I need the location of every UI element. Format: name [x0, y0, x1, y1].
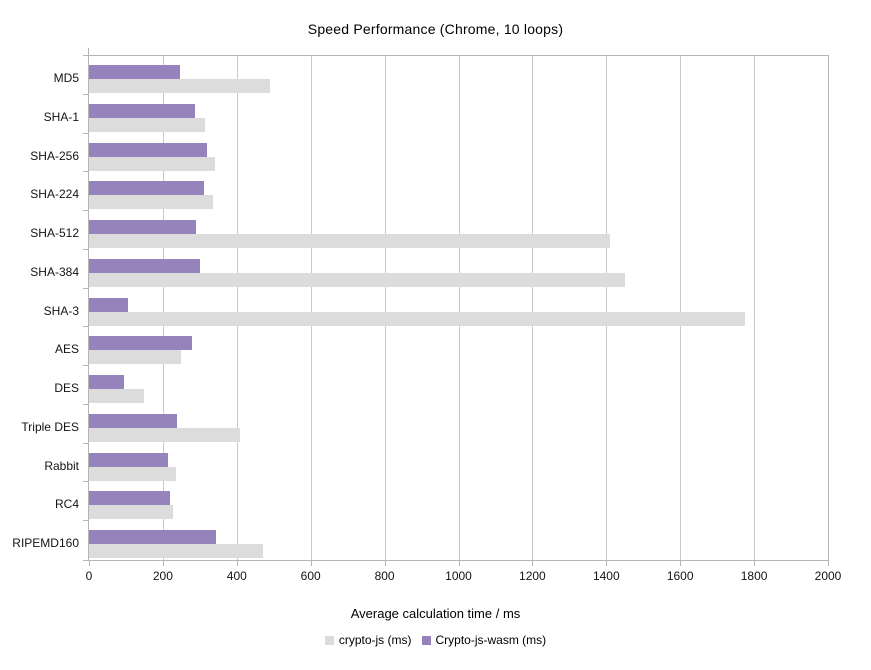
x-axis-tick [606, 561, 608, 566]
category-label: SHA-384 [30, 264, 79, 279]
bar-ripemd160-wasm [89, 530, 217, 545]
bar-sha-224-cryptojs [89, 195, 213, 210]
x-axis-title: Average calculation time / ms [350, 606, 521, 621]
bar-des-wasm [89, 375, 124, 390]
category-label: SHA-256 [30, 148, 79, 163]
x-axis-tick [89, 561, 90, 566]
bar-md5-cryptojs [89, 79, 271, 93]
legend-label: crypto-js (ms) [338, 633, 412, 647]
gridline [236, 56, 238, 560]
gridline [458, 56, 460, 560]
bar-rc4-cryptojs [89, 505, 174, 520]
x-tick-label: 1800 [740, 569, 768, 583]
x-tick-label: 1400 [592, 569, 620, 583]
bar-rabbit-wasm [89, 452, 168, 467]
category-label: RC4 [54, 497, 79, 512]
bar-rabbit-cryptojs [89, 466, 176, 481]
y-axis-tick [83, 365, 88, 366]
x-tick-label: 2000 [814, 569, 842, 583]
x-tick-label: 200 [152, 569, 173, 583]
bar-sha-384-wasm [89, 258, 200, 273]
category-label: SHA-3 [43, 303, 79, 318]
bar-sha-3-cryptojs [89, 311, 745, 326]
legend-item: Crypto-js-wasm (ms) [421, 633, 547, 647]
x-tick-label: 0 [85, 569, 93, 583]
bar-sha-3-wasm [89, 297, 129, 312]
y-axis-tick [83, 520, 88, 521]
x-tick-label: 800 [374, 569, 395, 583]
bar-triple-des-cryptojs [89, 427, 240, 442]
x-axis-tick [384, 561, 386, 566]
bar-sha-1-wasm [89, 103, 195, 118]
y-axis-tick [83, 443, 88, 444]
chart-title: Speed Performance (Chrome, 10 loops) [307, 21, 564, 37]
gridline [162, 56, 164, 560]
gridline [532, 56, 534, 560]
category-label: RIPEMD160 [12, 536, 79, 551]
bar-ripemd160-cryptojs [89, 544, 263, 559]
gridline [754, 56, 756, 560]
y-axis-tick [83, 133, 88, 134]
bar-md5-wasm [89, 65, 180, 79]
x-axis-tick [236, 561, 238, 566]
gridline [680, 56, 682, 560]
y-axis-tick [83, 404, 88, 405]
y-axis-tick [83, 560, 88, 561]
bar-aes-cryptojs [89, 350, 182, 365]
bar-sha-512-wasm [89, 220, 196, 235]
category-label: SHA-512 [30, 226, 79, 241]
bar-triple-des-wasm [89, 413, 177, 428]
category-label: AES [54, 342, 79, 357]
bar-aes-wasm [89, 336, 193, 351]
legend-swatch [421, 635, 431, 645]
bar-rc4-wasm [89, 491, 170, 506]
x-axis-tick [828, 561, 829, 566]
y-axis-tick [83, 94, 88, 95]
x-axis-tick [310, 561, 312, 566]
legend-swatch [324, 635, 334, 645]
bar-sha-224-wasm [89, 181, 204, 196]
legend-item: crypto-js (ms) [324, 633, 412, 647]
category-label: Rabbit [44, 458, 79, 473]
y-axis-top-tick [88, 48, 89, 55]
y-axis-tick [83, 210, 88, 211]
bar-sha-256-cryptojs [89, 156, 215, 171]
bar-sha-512-cryptojs [89, 234, 610, 249]
gridline [384, 56, 386, 560]
legend: crypto-js (ms) Crypto-js-wasm (ms) [0, 633, 871, 647]
y-axis-tick [83, 55, 88, 56]
y-axis-tick [83, 481, 88, 482]
x-tick-label: 1600 [666, 569, 694, 583]
y-axis-tick [83, 249, 88, 250]
x-axis-tick [162, 561, 164, 566]
x-axis-tick [458, 561, 460, 566]
x-axis-tick [532, 561, 534, 566]
legend-label: Crypto-js-wasm (ms) [435, 633, 547, 647]
bar-sha-1-cryptojs [89, 117, 206, 132]
x-axis-tick [680, 561, 682, 566]
category-label: MD5 [53, 71, 79, 85]
x-tick-label: 600 [300, 569, 321, 583]
y-axis-tick [83, 288, 88, 289]
x-axis-tick [754, 561, 756, 566]
plot-area [88, 55, 829, 561]
bar-des-cryptojs [89, 389, 145, 404]
gridline [606, 56, 608, 560]
x-tick-label: 1200 [519, 569, 546, 583]
category-label: DES [54, 381, 79, 396]
x-tick-label: 400 [226, 569, 247, 583]
bar-sha-256-wasm [89, 142, 207, 157]
category-label: Triple DES [21, 419, 79, 434]
y-axis-tick [83, 326, 88, 327]
x-tick-label: 1000 [445, 569, 472, 583]
bar-sha-384-cryptojs [89, 272, 625, 287]
category-label: SHA-1 [43, 109, 79, 124]
category-label: SHA-224 [30, 187, 79, 202]
gridline [310, 56, 312, 560]
y-axis-tick [83, 171, 88, 172]
